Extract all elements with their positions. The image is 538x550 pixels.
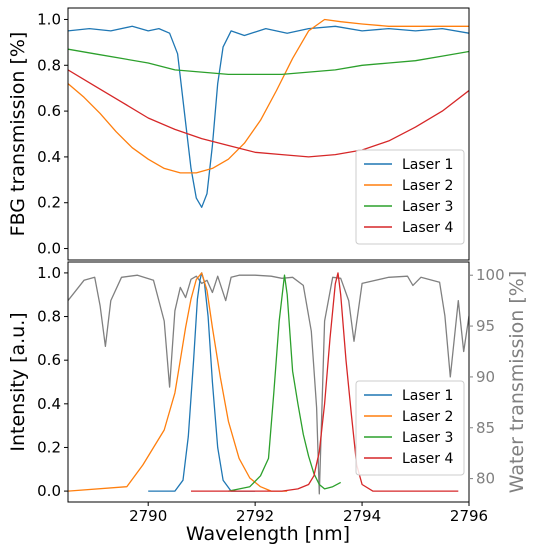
top-y-tick-label: 0.6	[37, 102, 61, 120]
bottom-y-tick-label: 0.4	[37, 395, 61, 413]
bottom-x-ticks: 2790 2792 2794 2796	[129, 502, 488, 525]
bottom-y-tick-label: 0.2	[37, 438, 61, 456]
top-legend-label-laser-1: Laser 1	[402, 157, 453, 173]
bottom-y2-tick-label: 90	[476, 368, 495, 386]
bottom-legend-box	[355, 380, 465, 476]
top-y-tick-label: 0.4	[37, 148, 61, 166]
bottom-y2-tick-label: 80	[476, 470, 495, 488]
bottom-legend-label-laser-3: Laser 3	[402, 430, 453, 446]
fbg-transmission-panel: 0.00.20.40.60.81.0 FBG transmission [%] …	[7, 7, 470, 261]
x-tick-label: 2796	[450, 507, 488, 525]
top-y-tick-label: 1.0	[37, 10, 61, 28]
bottom-y-ticks: 0.0 0.2 0.4 0.6 0.8 1.0	[37, 264, 68, 500]
top-y-axis-label: FBG transmission [%]	[7, 32, 29, 237]
bottom-series-laser-2-line	[68, 272, 288, 492]
bottom-right-y-axis-label: Water transmission [%]	[506, 271, 528, 494]
x-tick-label: 2794	[343, 507, 381, 525]
bottom-legend-label-laser-1: Laser 1	[402, 388, 453, 404]
top-plot-frame	[67, 7, 470, 261]
bottom-y-axis-label: Intensity [a.u.]	[7, 312, 29, 451]
top-legend-box	[355, 149, 465, 245]
bottom-series-laser-4-line	[191, 272, 459, 492]
bottom-series-laser-3-line	[228, 274, 342, 492]
x-tick-label: 2790	[129, 507, 167, 525]
bottom-y2-tick-label: 100	[476, 266, 505, 284]
bottom-y-tick-label: 0.8	[37, 308, 61, 326]
x-tick-label: 2792	[236, 507, 274, 525]
bottom-series-water-transmission-line	[68, 274, 469, 495]
bottom-legend-label-laser-4: Laser 4	[402, 451, 453, 467]
bottom-plot-frame	[67, 261, 470, 503]
top-series-laser-3-line	[68, 48, 469, 76]
top-series-group	[68, 18, 469, 208]
top-y-tick-label: 0.0	[37, 240, 61, 258]
bottom-y2-tick-label: 95	[476, 317, 495, 335]
bottom-legend-label-laser-2: Laser 2	[402, 409, 453, 425]
top-y-tick-label: 0.8	[37, 56, 61, 74]
bottom-legend: Laser 1 Laser 2 Laser 3 Laser 4	[355, 380, 465, 476]
bottom-right-y-ticks: 80 85 90 95 100	[469, 266, 505, 488]
top-legend-label-laser-3: Laser 3	[402, 199, 453, 215]
top-series-laser-1-line	[68, 25, 469, 208]
top-legend-label-laser-4: Laser 4	[402, 220, 453, 236]
top-legend-label-laser-2: Laser 2	[402, 178, 453, 194]
top-series-laser-4-line	[68, 69, 469, 158]
bottom-y-tick-label: 0.0	[37, 482, 61, 500]
bottom-y-tick-label: 1.0	[37, 264, 61, 282]
bottom-y-tick-label: 0.6	[37, 351, 61, 369]
top-legend: Laser 1 Laser 2 Laser 3 Laser 4	[355, 149, 465, 245]
bottom-y2-tick-label: 85	[476, 419, 495, 437]
top-y-ticks: 0.0 0.2 0.4 0.6 0.8 1.0	[37, 10, 68, 258]
top-y-tick-label: 0.2	[37, 194, 61, 212]
bottom-series-group	[68, 272, 469, 495]
top-series-laser-2-line	[68, 18, 469, 174]
x-axis-label: Wavelength [nm]	[186, 523, 350, 545]
